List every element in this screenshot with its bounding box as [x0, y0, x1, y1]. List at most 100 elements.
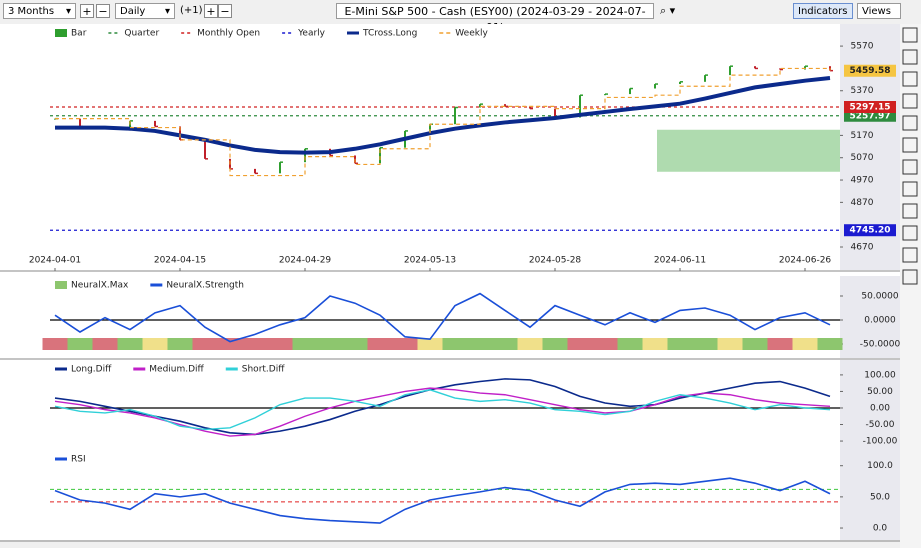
legend-label: Short.Diff — [242, 365, 285, 375]
state-cell — [792, 338, 818, 350]
axis-bg — [840, 276, 900, 358]
legend-label: Weekly — [455, 29, 488, 39]
search[interactable]: ⌕ ▾ — [660, 4, 676, 17]
state-cell — [92, 338, 118, 350]
toolbar: 3 Months ▾ + − Daily ▾ (+1) + − E-Mini S&P… — [0, 0, 921, 34]
legend-label: Long.Diff — [71, 365, 112, 375]
level-label: 5297.15 — [850, 103, 891, 113]
series-line — [55, 67, 831, 177]
interval: Daily — [120, 6, 146, 17]
state-cell — [367, 338, 393, 350]
legend-label: NeuralX.Max — [71, 281, 129, 291]
state-cell — [242, 338, 268, 350]
y-tick-label: 50.00 — [867, 387, 893, 397]
y-tick-label: -50.0000 — [860, 340, 901, 350]
state-cell — [67, 338, 93, 350]
state-cell — [592, 338, 618, 350]
y-tick-label: 0.0000 — [864, 316, 896, 326]
state-cell — [392, 338, 418, 350]
side-icons — [902, 27, 918, 285]
indicators: Indicators — [798, 6, 848, 17]
state-cell — [542, 338, 568, 350]
x-tick-label: 2024-05-13 — [404, 256, 456, 266]
legend-swatch — [55, 281, 67, 289]
level-label: 5257.97 — [850, 111, 891, 121]
state-cell — [267, 338, 293, 350]
y-tick-label: 5070 — [851, 153, 874, 163]
x-tick-label: 2024-05-28 — [529, 256, 582, 266]
zoom-out[interactable]: − — [96, 4, 110, 18]
state-cell — [567, 338, 593, 350]
panel-bg — [0, 450, 900, 540]
remove[interactable]: − — [218, 4, 232, 18]
legend-label: Bar — [71, 29, 87, 39]
add[interactable]: + — [204, 4, 218, 18]
state-cell — [217, 338, 243, 350]
charts: 5570 5370 5170 5070 4970 4870 4670 2024-04-01 20… — [0, 24, 921, 548]
legend-label: TCross.Long — [362, 29, 417, 39]
state-cell — [417, 338, 443, 350]
series-line — [55, 76, 831, 155]
x-tick-label: 2024-04-29 — [279, 256, 332, 266]
y-tick-label: 5370 — [851, 86, 874, 96]
views-button[interactable]: Views ▾ — [857, 3, 901, 33]
state-cell — [292, 338, 318, 350]
y-tick-label: 4870 — [851, 198, 874, 208]
range-select[interactable]: 3 Months ▾ — [3, 3, 76, 19]
state-cell — [442, 338, 468, 350]
legend-label: NeuralX.Strength — [166, 281, 244, 291]
y-tick-label: -50.00 — [865, 420, 894, 430]
panel-bg — [0, 360, 900, 450]
offset: (+1) — [180, 5, 203, 16]
last-tag — [844, 64, 896, 77]
state-cell — [492, 338, 518, 350]
y-tick-label: 100.00 — [864, 370, 896, 380]
legend-label: RSI — [71, 455, 86, 465]
state-cell — [742, 338, 768, 350]
legend-swatch — [55, 29, 67, 37]
interval-select[interactable]: Daily ▾ — [115, 3, 175, 19]
state-cell — [192, 338, 218, 350]
y-tick-label: 100.0 — [867, 461, 893, 471]
state-cell — [667, 338, 693, 350]
y-tick-label: 50.0 — [870, 492, 890, 502]
y-tick-label: 5570 — [851, 42, 874, 52]
state-cell — [817, 338, 843, 350]
views: Views — [862, 6, 891, 17]
legend-label: Quarter — [124, 29, 159, 39]
state-cell — [517, 338, 543, 350]
level-tag — [844, 101, 896, 114]
series-line — [54, 387, 831, 437]
scrollbar[interactable] — [0, 540, 900, 548]
axis-bg — [840, 360, 900, 450]
zoom-in[interactable]: + — [80, 4, 94, 18]
state-cell — [642, 338, 668, 350]
state-cell — [42, 338, 68, 350]
x-tick-label: 2024-06-26 — [779, 256, 832, 266]
y-tick-label: 50.0000 — [861, 292, 898, 302]
series-line — [54, 292, 831, 343]
level-label: 4745.20 — [850, 226, 891, 236]
side-toolbar — [900, 24, 921, 548]
y-tick-label: -100.00 — [863, 437, 898, 447]
state-cell — [617, 338, 643, 350]
y-tick-label: 4670 — [851, 243, 874, 253]
series-line — [54, 477, 831, 524]
y-tick-label: 5170 — [851, 131, 874, 141]
state-cell — [142, 338, 168, 350]
state-cell — [167, 338, 193, 350]
level-tag — [844, 224, 896, 237]
indicators-button[interactable]: Indicators ▾ — [793, 3, 853, 33]
x-tick-label: 2024-04-01 — [29, 256, 81, 266]
legend-label: Yearly — [297, 29, 326, 39]
legend-label: Monthly Open — [197, 29, 260, 39]
symbol[interactable]: E-Mini S&P 500 - Cash (ESY00) (2024-03-2… — [336, 3, 654, 34]
state-cell — [317, 338, 343, 350]
y-tick-label: 0.0 — [873, 524, 888, 534]
y-tick-label: 4970 — [851, 176, 874, 186]
last-price: 5459.58 — [850, 66, 891, 76]
series-line — [54, 389, 831, 431]
state-cell — [717, 338, 743, 350]
state-cell — [767, 338, 793, 350]
y-tick-label: 0.00 — [870, 403, 890, 413]
